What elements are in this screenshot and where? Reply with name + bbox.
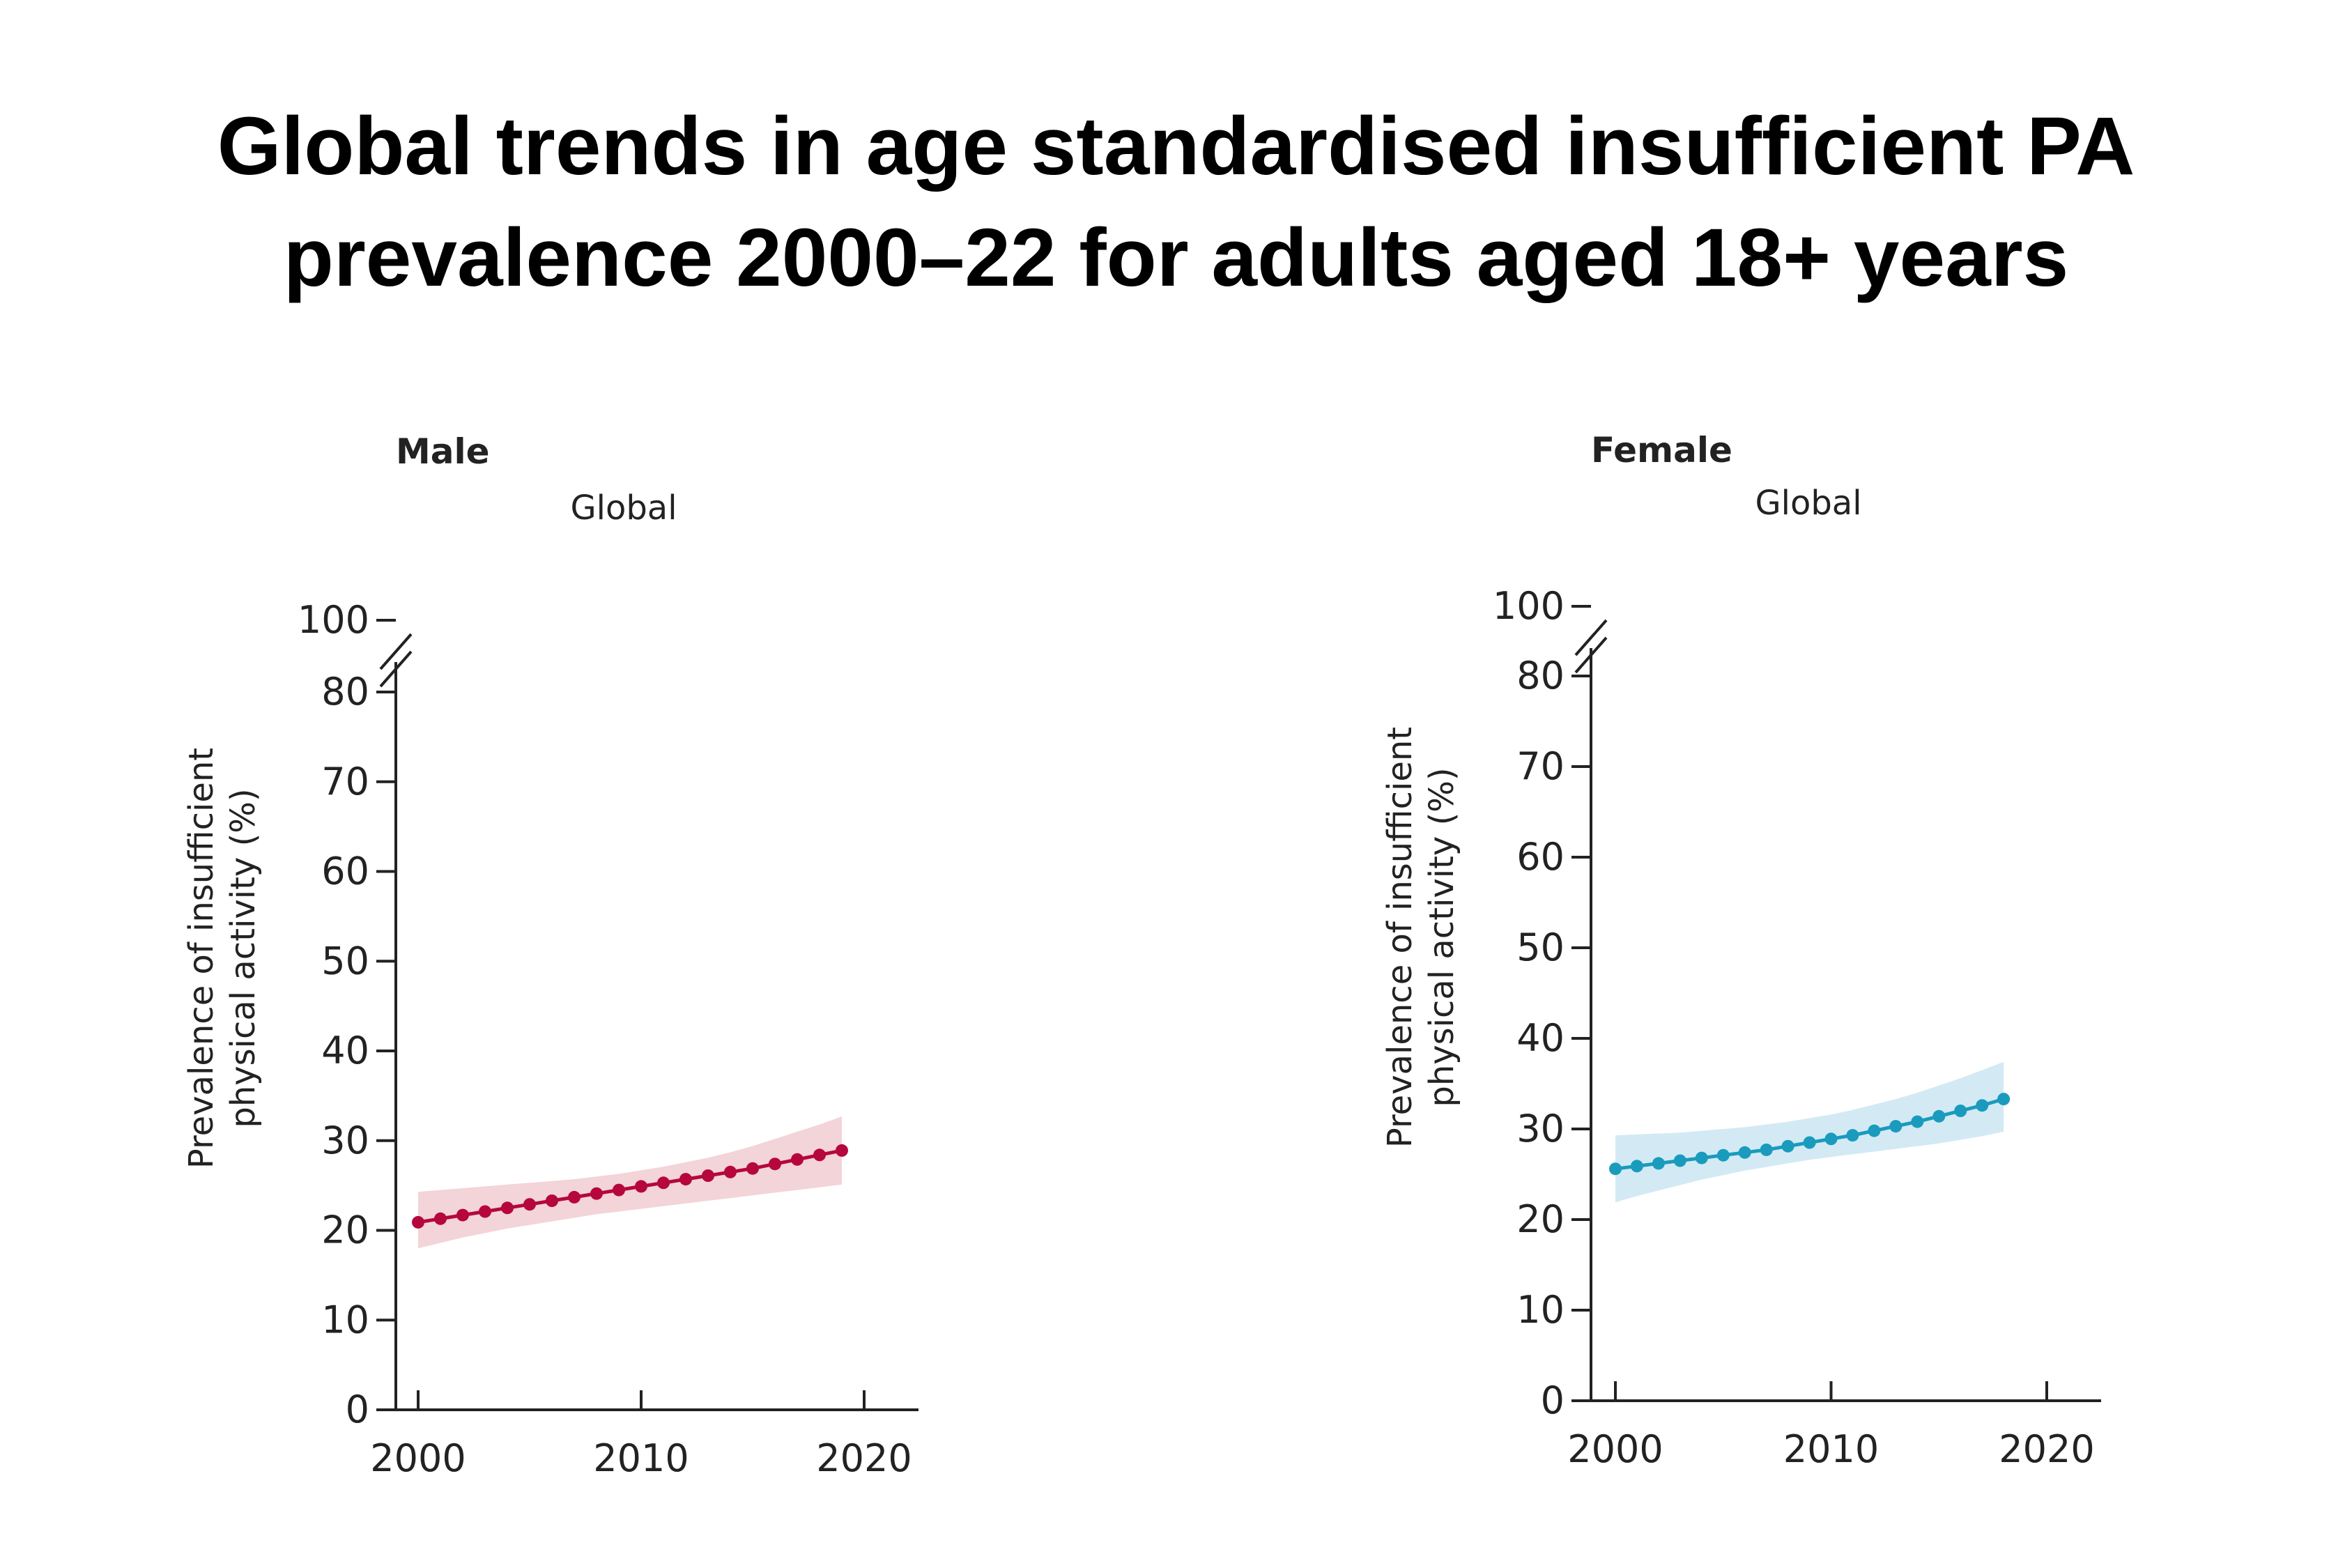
female-data-point — [1997, 1093, 2011, 1106]
male-data-point — [836, 1144, 848, 1157]
male-y-axis-label-line-1: Prevalence of insufficient — [182, 748, 221, 1169]
female-data-point — [1673, 1154, 1686, 1167]
male-x-tick-label: 2010 — [593, 1436, 689, 1480]
male-axis-break-mark — [379, 633, 413, 670]
female-data-point — [1630, 1160, 1643, 1173]
female-subtitle: Global — [1755, 484, 1861, 523]
male-uncertainty-band — [418, 1116, 842, 1249]
female-data-point — [1889, 1120, 1903, 1133]
male-x-tick-label: 2000 — [370, 1436, 466, 1480]
female-y-tick-label: 20 — [1516, 1197, 1565, 1241]
male-data-point — [813, 1148, 826, 1162]
female-uncertainty-band — [1615, 1061, 2004, 1203]
female-panel-label: Female — [1591, 430, 1732, 470]
male-y-tick-label: 30 — [321, 1119, 369, 1162]
female-data-point — [1781, 1139, 1794, 1153]
male-data-point — [679, 1173, 692, 1186]
female-y-axis-label: Prevalence of insufficient physical acti… — [1381, 727, 1461, 1148]
male-axis-break-mark — [379, 650, 413, 688]
page-title: Global trends in age standardised insuff… — [0, 91, 2352, 314]
male-subtitle: Global — [570, 489, 677, 528]
female-data-point — [1976, 1099, 1989, 1112]
male-y-tick-label: 50 — [321, 939, 369, 983]
male-y-tick-label: 0 — [346, 1388, 369, 1431]
male-x-tick-label: 2020 — [816, 1436, 912, 1480]
female-data-point — [1954, 1105, 1967, 1117]
page-title-line-1: Global trends in age standardised insuff… — [217, 100, 2135, 192]
male-data-point — [590, 1187, 603, 1200]
male-y-axis-label: Prevalence of insufficient physical acti… — [182, 748, 263, 1169]
male-data-point — [412, 1215, 424, 1229]
female-y-axis-label-line-2: physical activity (%) — [1422, 767, 1461, 1107]
male-y-tick-label: 70 — [321, 760, 369, 804]
female-y-tick-label: 0 — [1541, 1378, 1565, 1422]
female-axis-break-mark — [1574, 636, 1608, 674]
female-y-tick-label: 100 — [1493, 584, 1565, 628]
female-x-tick-label: 2000 — [1567, 1427, 1663, 1471]
female-y-tick-label: 50 — [1516, 925, 1565, 969]
male-data-point — [791, 1153, 804, 1166]
female-y-tick-label: 70 — [1516, 744, 1565, 788]
male-y-tick-label: 40 — [321, 1029, 369, 1073]
female-data-point — [1695, 1151, 1708, 1165]
female-y-tick-label: 30 — [1516, 1107, 1565, 1151]
male-y-tick-label: 80 — [321, 670, 369, 714]
male-data-point — [746, 1162, 759, 1175]
female-data-point — [1932, 1109, 1946, 1123]
male-data-point — [657, 1176, 670, 1190]
female-data-point — [1803, 1136, 1816, 1149]
male-data-point — [568, 1190, 581, 1204]
male-y-axis-label-line-2: physical activity (%) — [224, 788, 263, 1128]
male-data-point — [724, 1165, 737, 1178]
female-data-point — [1911, 1115, 1924, 1128]
female-y-axis-label-line-1: Prevalence of insufficient — [1381, 727, 1420, 1148]
female-x-tick-label: 2020 — [1999, 1427, 2094, 1471]
female-data-point — [1868, 1124, 1881, 1137]
female-y-tick-label: 10 — [1516, 1288, 1565, 1332]
female-y-tick-label: 40 — [1516, 1016, 1565, 1060]
female-y-tick-label: 80 — [1516, 654, 1565, 698]
male-y-tick-label: 100 — [298, 598, 369, 642]
male-data-point — [546, 1194, 558, 1207]
female-data-point — [1846, 1129, 1859, 1142]
male-data-point — [479, 1205, 491, 1218]
male-data-point — [613, 1183, 625, 1197]
female-data-point — [1824, 1132, 1838, 1146]
male-panel-label: Male — [396, 431, 490, 472]
female-x-tick-label: 2010 — [1783, 1427, 1879, 1471]
male-data-point — [635, 1180, 647, 1193]
male-data-point — [702, 1169, 714, 1182]
female-y-tick-label: 60 — [1516, 835, 1565, 879]
male-y-tick-label: 60 — [321, 850, 369, 893]
female-data-point — [1738, 1146, 1751, 1159]
male-y-tick-label: 20 — [321, 1208, 369, 1252]
female-data-point — [1652, 1157, 1665, 1170]
male-y-tick-label: 10 — [321, 1298, 369, 1342]
male-data-point — [456, 1208, 469, 1222]
page-title-line-2: prevalence 2000–22 for adults aged 18+ y… — [283, 212, 2069, 304]
female-plot: 0 10 20 30 40 50 60 70 80 100 2000 2010 2020 — [1493, 584, 2101, 1471]
male-data-point — [501, 1201, 514, 1215]
male-data-point — [434, 1212, 447, 1225]
male-plot: 0 10 20 30 40 50 60 70 80 100 2000 2010 2020 — [298, 598, 918, 1480]
female-data-point — [1760, 1143, 1773, 1156]
male-data-point — [769, 1158, 781, 1171]
female-axis-break-mark — [1574, 619, 1608, 656]
male-data-point — [523, 1198, 536, 1211]
female-data-point — [1716, 1148, 1730, 1162]
female-data-point — [1609, 1162, 1622, 1176]
